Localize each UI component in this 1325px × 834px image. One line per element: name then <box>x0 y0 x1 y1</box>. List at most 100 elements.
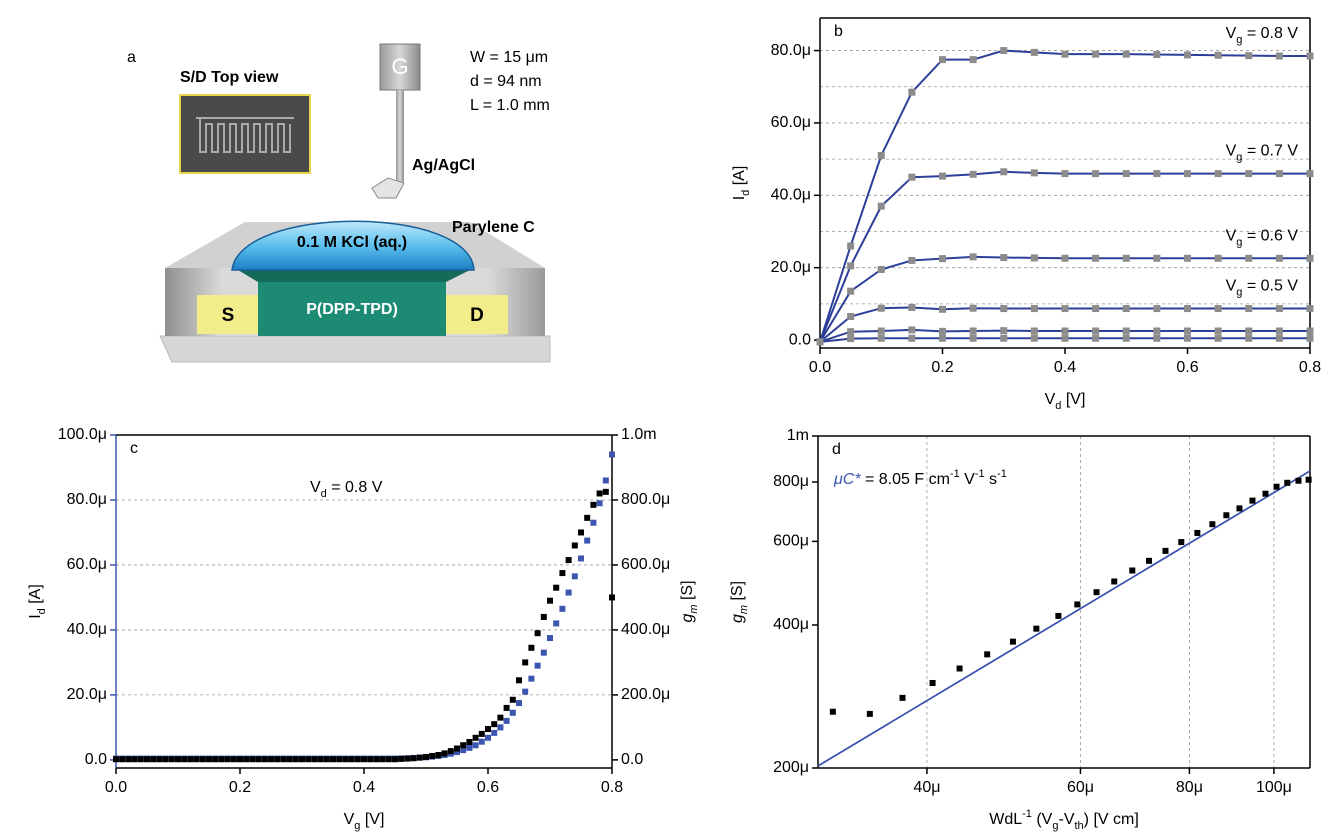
y2-tick-label: 600.0μ <box>621 556 670 573</box>
marker <box>969 253 977 261</box>
gate-label: G <box>391 54 408 79</box>
marker <box>292 756 299 763</box>
marker <box>553 620 560 627</box>
marker <box>908 326 916 334</box>
marker <box>237 756 243 763</box>
text-part: d <box>1055 400 1061 412</box>
x-tick-label: 0.0 <box>105 779 127 796</box>
marker <box>571 573 578 580</box>
marker <box>1055 612 1062 619</box>
dimension: d = 94 nm <box>470 73 542 90</box>
marker <box>1122 50 1130 58</box>
marker <box>584 537 591 544</box>
marker <box>522 659 529 666</box>
marker <box>1061 305 1069 313</box>
marker <box>1092 50 1100 58</box>
marker <box>547 597 553 604</box>
marker <box>1245 254 1253 262</box>
marker <box>899 694 906 701</box>
text-part: V <box>310 479 321 496</box>
marker <box>816 338 824 346</box>
y2-axis-label: gm [S] <box>679 580 700 622</box>
channel <box>258 282 446 336</box>
marker <box>255 756 262 763</box>
marker <box>1145 557 1152 564</box>
marker <box>866 710 873 717</box>
marker <box>1122 334 1130 342</box>
marker <box>460 747 467 754</box>
text-part: m <box>688 604 700 613</box>
series-label: Vg = 0.6 V <box>1226 227 1299 248</box>
marker <box>485 734 491 741</box>
marker <box>1000 334 1008 342</box>
marker <box>280 756 287 763</box>
marker <box>590 501 597 508</box>
y-tick-label: 40.0μ <box>771 187 811 204</box>
marker <box>847 287 855 295</box>
text-part: g <box>1236 236 1242 248</box>
y2-tick-label: 800.0μ <box>621 491 670 508</box>
marker <box>1092 305 1100 313</box>
marker <box>547 635 553 642</box>
text-part: = 8.05 F cm <box>861 471 950 488</box>
marker <box>1275 254 1283 262</box>
marker <box>1306 327 1314 335</box>
marker <box>847 335 855 343</box>
marker <box>596 490 603 497</box>
marker <box>243 756 250 763</box>
marker <box>503 704 510 711</box>
marker <box>274 756 281 763</box>
marker <box>939 172 946 180</box>
y-tick-label: 20.0μ <box>67 686 107 703</box>
marker <box>847 242 855 250</box>
top-view-electrodes <box>196 117 294 153</box>
marker <box>131 756 138 763</box>
marker <box>144 756 150 763</box>
marker <box>877 202 885 210</box>
marker <box>1178 539 1185 546</box>
text-part: [S] <box>679 580 696 604</box>
marker <box>590 519 597 526</box>
marker <box>1000 327 1008 335</box>
marker <box>1153 51 1161 59</box>
channel-top <box>238 270 470 282</box>
marker <box>119 756 126 763</box>
marker <box>516 677 522 684</box>
text-part: V <box>1226 143 1237 160</box>
marker <box>261 756 268 763</box>
y2-tick-label: 1.0m <box>621 426 657 443</box>
marker <box>137 756 144 763</box>
marker <box>367 756 374 763</box>
marker <box>877 334 885 342</box>
marker <box>1122 327 1130 335</box>
marker <box>323 756 330 763</box>
top-view-title: S/D Top view <box>180 69 279 86</box>
source-pad <box>197 295 258 334</box>
y-axis-label: gm [S] <box>729 581 750 623</box>
marker <box>435 752 442 759</box>
marker <box>1275 305 1283 313</box>
marker <box>969 327 977 335</box>
marker <box>168 756 175 763</box>
marker <box>206 756 212 763</box>
channel-label: P(DPP-TPD) <box>306 301 398 318</box>
marker <box>342 756 349 763</box>
marker <box>1061 334 1069 342</box>
marker <box>466 744 473 751</box>
marker <box>847 313 855 321</box>
y-tick-label: 80.0μ <box>67 491 107 508</box>
marker <box>516 700 522 707</box>
x-tick-label: 0.0 <box>809 359 831 376</box>
x-axis-label: Vg [V] <box>344 811 385 832</box>
marker <box>565 589 572 596</box>
marker <box>908 173 916 181</box>
marker <box>969 56 977 64</box>
marker <box>939 255 946 263</box>
marker <box>429 752 436 759</box>
marker <box>969 304 977 312</box>
marker <box>1030 48 1038 56</box>
marker <box>602 477 609 484</box>
text-part: [A] <box>731 166 748 190</box>
text-part: = 0.8 V <box>327 479 383 496</box>
